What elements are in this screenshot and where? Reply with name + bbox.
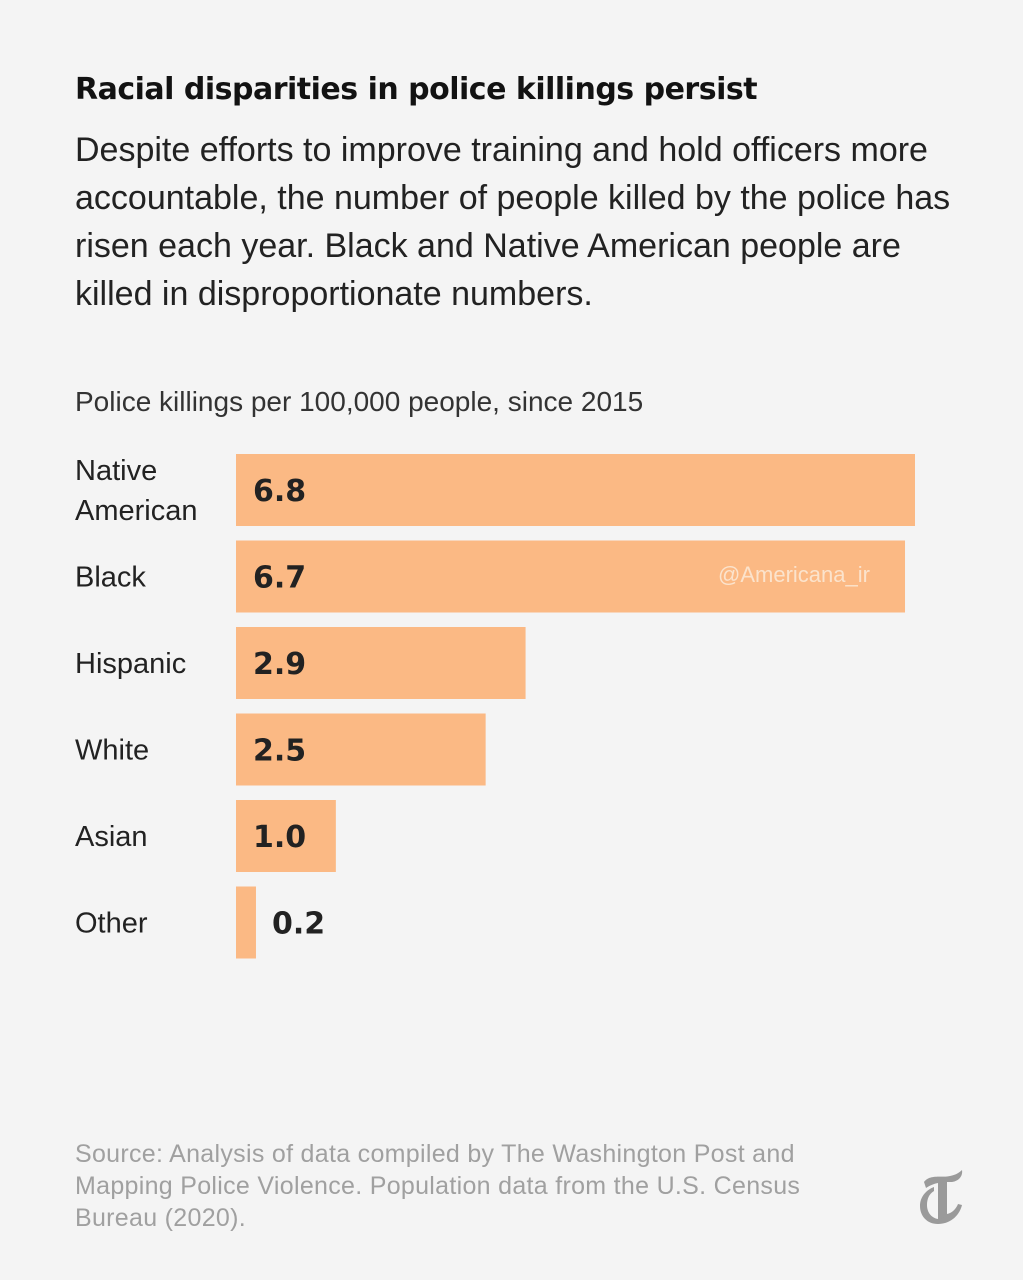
nyt-logo-icon xyxy=(920,1170,963,1224)
bar-2 xyxy=(236,627,526,699)
bar-4 xyxy=(236,800,336,872)
value-label-0: 6.8 xyxy=(253,474,306,509)
category-label-0: Native American xyxy=(75,455,198,527)
value-label-5: 0.2 xyxy=(272,907,325,942)
bar-1 xyxy=(236,540,906,613)
category-label-4: Asian xyxy=(75,821,148,853)
watermark: @Americana_ir xyxy=(718,562,870,587)
value-label-3: 2.5 xyxy=(253,734,306,769)
chart-measure-label: Police killings per 100,000 people, sinc… xyxy=(75,386,644,417)
source-note: Source: Analysis of data compiled by The… xyxy=(75,1140,801,1232)
value-label-2: 2.9 xyxy=(253,647,306,682)
bar-chart: Native American 6.8 Black 6.7 Hispanic 2.9 Whit… xyxy=(75,454,915,959)
value-label-1: 6.7 xyxy=(253,561,306,596)
chart-subtitle: Despite efforts to improve training and … xyxy=(75,131,951,313)
value-label-4: 1.0 xyxy=(253,820,306,855)
category-label-1: Black xyxy=(75,562,146,594)
category-label-5: Other xyxy=(75,908,148,940)
bar-5 xyxy=(236,886,256,959)
chart-title: Racial disparities in police killings pe… xyxy=(75,72,758,107)
bar-3 xyxy=(236,713,486,786)
category-label-3: White xyxy=(75,735,149,767)
bar-0 xyxy=(236,454,915,526)
category-label-2: Hispanic xyxy=(75,648,186,680)
